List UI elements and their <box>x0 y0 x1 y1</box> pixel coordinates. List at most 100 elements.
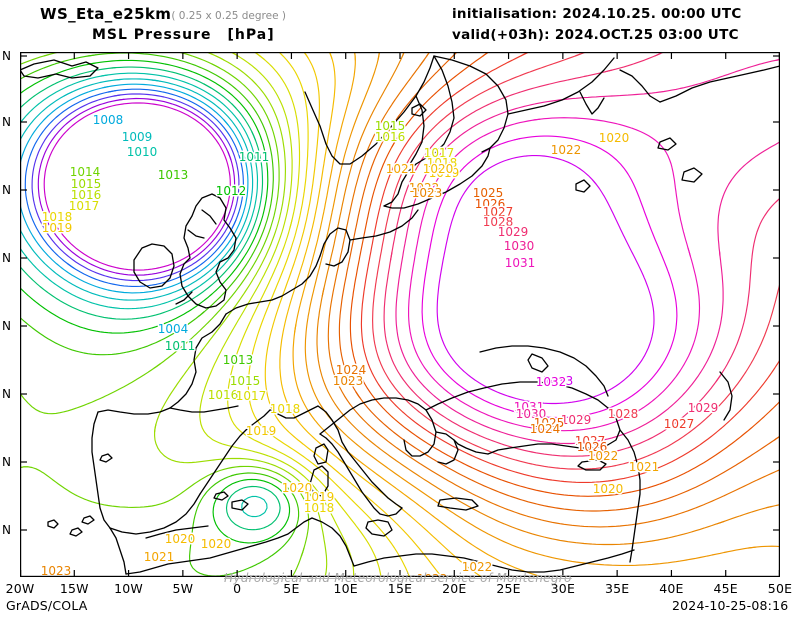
isobar-1030 <box>395 95 780 445</box>
isobar-value-label: 1011 <box>165 339 196 353</box>
isobar-1011 <box>251 131 256 141</box>
isobar-1009 <box>114 78 121 81</box>
y-tick-label: N <box>2 455 11 469</box>
isobar-1010 <box>241 495 268 518</box>
isobar-1006 <box>113 94 121 97</box>
isobar-1023 <box>715 520 725 525</box>
x-tick-marks <box>20 52 780 577</box>
isobar-1025 <box>403 435 780 512</box>
isobar-1014 <box>20 465 310 549</box>
isobar-1009 <box>151 79 161 82</box>
isobar-1026 <box>482 52 489 57</box>
isobar-1020 <box>279 52 341 461</box>
initialisation-time: initialisation: 2024.10.25. 00:00 UTC <box>452 6 742 22</box>
isobar-1014 <box>159 63 280 365</box>
isobar-value-label: 1019 <box>429 166 460 180</box>
field-unit: [hPa] <box>227 27 275 43</box>
isobar-value-label: 1027 <box>575 434 606 448</box>
isobar-value-label: 1014 <box>70 165 101 179</box>
x-tick-label: 30E <box>550 581 576 596</box>
isobar-value-label: 1012 <box>216 184 247 198</box>
isobar-1026 <box>391 139 397 148</box>
isobar-1005 <box>227 151 232 161</box>
isobar-1013 <box>20 311 205 356</box>
isobar-value-label: 1033 <box>543 374 574 388</box>
isobar-1011 <box>225 485 281 531</box>
isobar-value-label: 1032 <box>536 375 567 389</box>
isobar-1030 <box>611 58 780 97</box>
isobar-value-label: 1010 <box>127 145 158 159</box>
isobar-layer <box>20 52 780 577</box>
isobar-1007 <box>67 263 75 269</box>
isobar-value-label: 1029 <box>688 401 719 415</box>
isobar-1014 <box>153 363 161 369</box>
isobar-1029 <box>383 251 533 453</box>
isobar-1022 <box>319 403 565 561</box>
isobar-1029 <box>603 69 613 73</box>
isobar-1006 <box>43 227 49 235</box>
isobar-1015 <box>215 55 225 61</box>
isobar-1015 <box>154 423 157 433</box>
isobar-1029 <box>715 375 721 383</box>
valid-time: valid(+03h): 2024.OCT.25 03:00 UTC <box>452 27 739 43</box>
isobar-value-label: 1028 <box>608 407 639 421</box>
isobar-1018 <box>247 52 411 577</box>
isobar-1028 <box>372 52 780 470</box>
isobar-1011 <box>20 66 205 109</box>
isobar-1031 <box>408 117 689 353</box>
isobar-value-label: 1027 <box>664 417 695 431</box>
isobar-value-label: 1016 <box>208 388 239 402</box>
isobar-1009 <box>63 91 73 97</box>
isobar-value-label: 1029 <box>498 225 529 239</box>
isobar-value-label: 1017 <box>236 389 267 403</box>
isobar-value-label: 1011 <box>239 150 270 164</box>
watermark-text: Hydrological and Meteorological service … <box>224 571 572 585</box>
isobar-1022 <box>377 52 380 61</box>
isobar-1008 <box>223 119 229 126</box>
y-tick-label: N <box>2 319 11 333</box>
isobar-1008 <box>101 86 109 89</box>
isobar-1020 <box>339 459 483 577</box>
isobar-1020 <box>328 52 333 60</box>
isobar-1017 <box>289 219 293 229</box>
isobar-value-label: 1015 <box>230 374 261 388</box>
map-panel: 1008 1009 1010 1011 1012 1013 1014 1015 1016 1017… <box>20 52 780 577</box>
coastline-layer <box>20 55 780 575</box>
isobar-value-label: 1021 <box>386 162 417 176</box>
x-tick-label: 0 <box>233 581 242 596</box>
isobar-1021 <box>347 451 545 577</box>
y-tick-label: N <box>2 115 11 129</box>
isobar-1005 <box>118 98 125 101</box>
isobar-1032 <box>513 138 521 141</box>
isobar-value-label: 1028 <box>483 215 514 229</box>
isobar-1011 <box>20 131 264 320</box>
isobar-value-label: 1009 <box>122 130 153 144</box>
x-tick-label: 5W <box>172 581 194 596</box>
isobar-value-label: 1021 <box>629 460 660 474</box>
isobar-value-label: 1026 <box>577 440 608 454</box>
isobar-1033 <box>436 155 655 405</box>
render-timestamp: 2024-10-25-08:16 <box>672 598 789 613</box>
isobar-value-label: 1008 <box>93 113 124 127</box>
isobar-1011 <box>203 83 212 89</box>
isobar-1007 <box>107 90 117 93</box>
isobar-1017 <box>227 219 337 501</box>
isobar-1011 <box>203 83 233 105</box>
isobar-value-label: 1031 <box>505 256 536 270</box>
isobar-1016 <box>199 52 355 577</box>
isobar-1024 <box>327 59 425 429</box>
isobar-1008 <box>20 119 249 294</box>
isobar-1012 <box>212 478 291 544</box>
isobar-value-label: 1020 <box>599 131 630 145</box>
isobar-1024 <box>419 59 425 67</box>
isobar-value-label: 1018 <box>427 156 458 170</box>
isobar-1021 <box>292 323 349 453</box>
isobar-value-label: 1022 <box>409 181 440 195</box>
isobar-1011 <box>231 103 237 109</box>
isobar-1022 <box>304 52 380 405</box>
isobar-1023 <box>727 504 780 521</box>
x-tick-label: 35E <box>604 581 630 596</box>
isobar-value-label: 1025 <box>534 416 565 430</box>
isobar-1013 <box>20 52 274 313</box>
isobar-value-label: 1015 <box>375 119 406 133</box>
